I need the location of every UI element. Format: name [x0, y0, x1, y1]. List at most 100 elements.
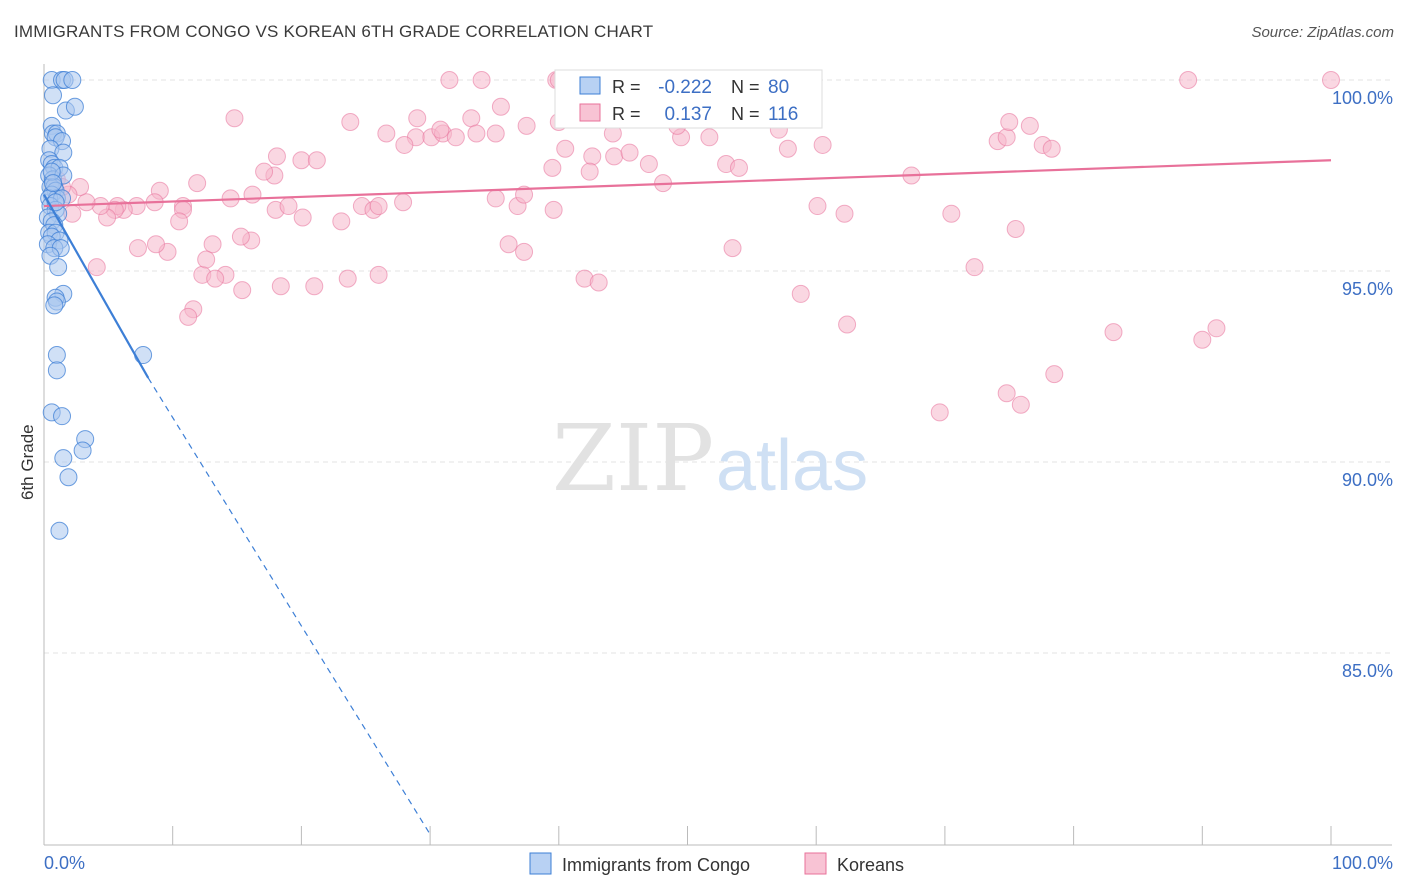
koreans-swatch: [579, 103, 601, 122]
koreans-point: [1020, 116, 1039, 135]
x-tick-label-max: 100.0%: [1332, 853, 1393, 873]
koreans-point: [255, 162, 274, 181]
koreans-trend-line: [43, 159, 1332, 208]
congo-point: [46, 193, 65, 212]
koreans-point: [369, 265, 388, 284]
koreans-r-value: 0.137: [664, 104, 712, 125]
koreans-point: [233, 281, 252, 300]
congo-point: [63, 71, 82, 89]
koreans-point: [338, 269, 357, 288]
koreans-point: [838, 315, 857, 334]
koreans-point: [556, 139, 575, 158]
koreans-point: [408, 109, 427, 128]
koreans-legend-swatch: [804, 852, 827, 875]
congo-n-value: 80: [768, 77, 789, 98]
koreans-point: [1045, 365, 1064, 384]
koreans-point: [188, 174, 207, 193]
koreans-n-label: N =: [731, 104, 760, 124]
congo-point: [50, 521, 69, 540]
chart-title: IMMIGRANTS FROM CONGO VS KOREAN 6TH GRAD…: [14, 22, 654, 41]
koreans-point: [206, 269, 225, 288]
koreans-point: [583, 147, 602, 166]
koreans-point: [1011, 395, 1030, 414]
congo-legend-label: Immigrants from Congo: [562, 855, 750, 875]
koreans-point: [942, 204, 961, 223]
koreans-n-value: 116: [768, 104, 798, 125]
congo-point: [47, 361, 66, 380]
tick-labels: 100.0% 95.0% 90.0% 85.0% 0.0% 100.0%: [44, 88, 1393, 873]
koreans-point: [778, 139, 797, 158]
stats-legend: R = -0.222 N = 80 R = 0.137 N = 116: [554, 69, 823, 129]
koreans-point: [170, 212, 189, 231]
congo-trend-line: [43, 194, 150, 379]
koreans-point: [467, 124, 486, 143]
bottom-legend: Immigrants from Congo Koreans: [529, 852, 904, 875]
koreans-point: [1193, 330, 1212, 349]
koreans-point: [203, 235, 222, 254]
koreans-point: [491, 97, 510, 116]
congo-point: [44, 86, 63, 105]
koreans-point: [486, 189, 505, 208]
koreans-point: [279, 197, 298, 216]
congo-legend-swatch: [529, 852, 552, 875]
congo-point: [47, 346, 66, 365]
koreans-point: [231, 227, 250, 246]
koreans-point: [472, 71, 491, 89]
koreans-point: [589, 273, 608, 292]
watermark-atlas: atlas: [716, 426, 868, 506]
koreans-legend-label: Koreans: [837, 855, 904, 875]
koreans-point: [1322, 71, 1340, 89]
koreans-point: [605, 147, 624, 166]
koreans-point: [544, 200, 563, 219]
koreans-r-label: R =: [612, 104, 641, 124]
koreans-point: [305, 277, 324, 296]
koreans-point: [146, 235, 165, 254]
koreans-point: [1104, 323, 1123, 342]
congo-swatch: [579, 76, 601, 95]
koreans-point: [394, 193, 413, 212]
koreans-point: [225, 109, 244, 128]
y-tick-label: 90.0%: [1342, 470, 1393, 490]
congo-point: [53, 407, 72, 426]
koreans-point: [515, 185, 534, 204]
y-tick-label: 95.0%: [1342, 279, 1393, 299]
koreans-point: [580, 162, 599, 181]
x-tick-label-min: 0.0%: [44, 853, 85, 873]
koreans-point: [700, 128, 719, 147]
koreans-point: [271, 277, 290, 296]
congo-trend-extension: [147, 377, 432, 837]
koreans-point: [369, 197, 388, 216]
koreans-point: [446, 128, 465, 147]
koreans-point: [87, 258, 106, 277]
koreans-point: [543, 158, 562, 177]
koreans-point: [997, 128, 1016, 147]
koreans-point: [930, 403, 949, 422]
watermark-zip: ZIP: [552, 405, 714, 512]
koreans-point: [292, 151, 311, 170]
koreans-point: [1042, 139, 1061, 158]
koreans-point: [341, 113, 360, 132]
koreans-point: [997, 384, 1016, 403]
congo-point: [44, 174, 63, 193]
congo-points: [38, 71, 153, 540]
koreans-point: [440, 71, 459, 89]
koreans-point: [965, 258, 984, 277]
koreans-point: [486, 124, 505, 143]
koreans-point: [179, 307, 198, 326]
trend-lines: [43, 159, 1332, 837]
congo-point: [65, 97, 84, 116]
source-credit: Source: ZipAtlas.com: [1251, 24, 1394, 41]
koreans-point: [243, 185, 262, 204]
y-tick-label: 85.0%: [1342, 661, 1393, 681]
koreans-point: [462, 109, 481, 128]
koreans-point: [77, 193, 96, 212]
congo-point: [45, 296, 64, 315]
watermark: ZIP atlas: [552, 405, 868, 512]
koreans-point: [813, 135, 832, 154]
congo-point: [49, 258, 68, 277]
koreans-point: [267, 147, 286, 166]
koreans-point: [395, 135, 414, 154]
koreans-point: [377, 124, 396, 143]
y-axis-label: 6th Grade: [18, 424, 37, 500]
